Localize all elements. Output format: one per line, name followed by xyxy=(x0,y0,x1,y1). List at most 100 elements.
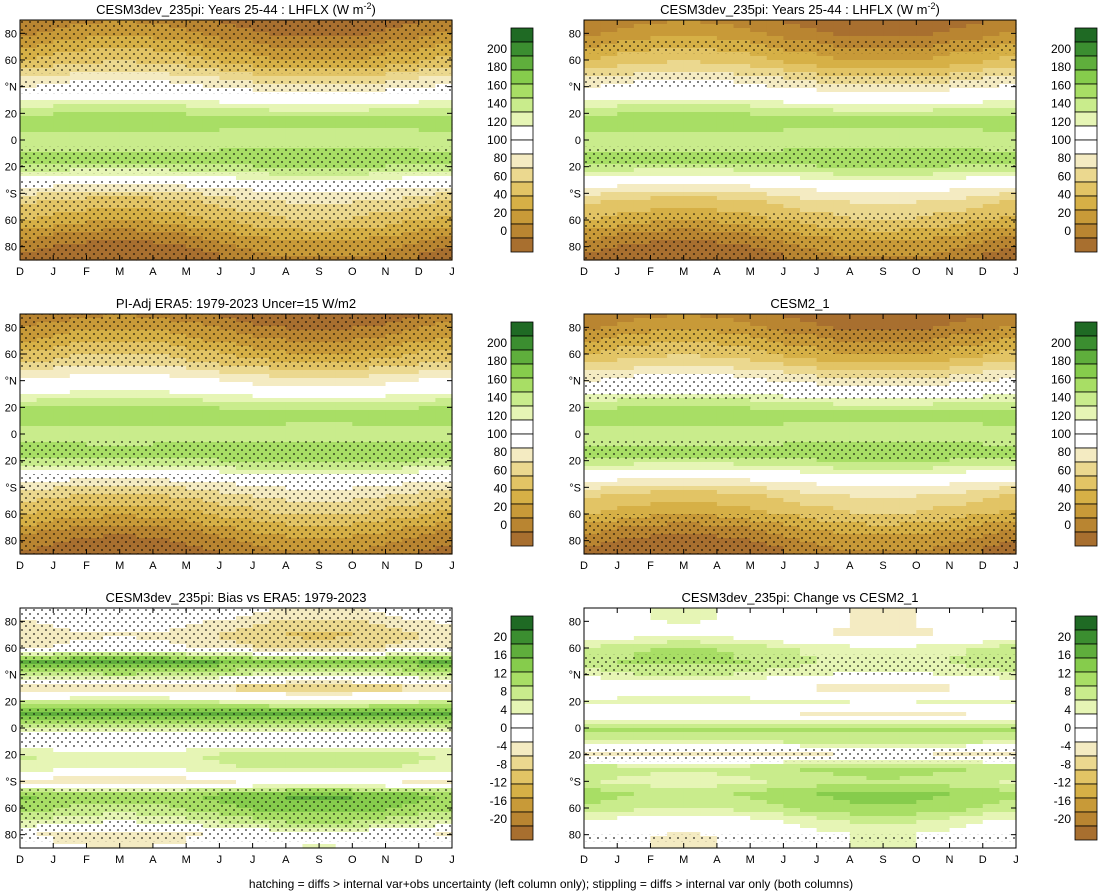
field-cell xyxy=(36,466,54,471)
field-cell xyxy=(600,32,618,37)
field-cell xyxy=(584,52,602,57)
field-cell xyxy=(733,32,751,37)
field-cell xyxy=(949,88,967,93)
field-cell xyxy=(849,92,868,97)
field-cell xyxy=(750,120,768,125)
field-cell xyxy=(800,60,818,65)
field-cell xyxy=(219,136,237,141)
field-cell xyxy=(285,132,304,137)
field-cell xyxy=(783,180,801,185)
field-cell xyxy=(949,180,967,185)
field-cell xyxy=(236,414,254,419)
field-cell xyxy=(700,100,718,105)
field-cell xyxy=(269,426,287,431)
field-cell xyxy=(866,188,884,193)
field-cell xyxy=(319,434,337,439)
field-cell xyxy=(20,410,38,415)
field-cell xyxy=(335,104,353,109)
field-cell xyxy=(949,100,967,105)
field-cell xyxy=(86,438,104,443)
field-cell xyxy=(650,136,668,141)
field-cell xyxy=(418,92,436,97)
field-cell xyxy=(617,192,635,197)
field-cell xyxy=(252,132,270,137)
field-cell xyxy=(899,188,917,193)
field-cell xyxy=(219,370,237,375)
field-cell xyxy=(883,144,901,149)
field-cell xyxy=(169,390,187,395)
field-cell xyxy=(385,418,403,423)
field-cell xyxy=(285,140,304,145)
field-cell xyxy=(633,132,652,137)
field-cell xyxy=(36,394,54,399)
x-tick-label: D xyxy=(979,266,987,278)
field-cell xyxy=(866,140,884,145)
field-cell xyxy=(683,120,701,125)
field-cell xyxy=(418,104,436,109)
field-cell xyxy=(152,386,171,391)
field-cell xyxy=(53,136,71,141)
colorbar-swatch xyxy=(510,461,534,477)
field-cell xyxy=(683,88,701,93)
field-cell xyxy=(733,24,751,29)
field-cell xyxy=(733,184,751,189)
field-cell xyxy=(932,204,951,209)
field-cell xyxy=(20,438,38,443)
field-cell xyxy=(402,144,420,149)
field-cell xyxy=(69,382,88,387)
field-cell xyxy=(385,176,403,181)
field-cell xyxy=(219,96,237,101)
field-cell xyxy=(783,28,801,33)
field-cell xyxy=(949,20,967,25)
field-cell xyxy=(20,96,38,101)
field-cell xyxy=(136,172,154,177)
colorbar-swatch xyxy=(1074,27,1098,43)
field-cell xyxy=(269,96,287,101)
colorbar-tick-label: 200 xyxy=(487,336,507,350)
field-cell xyxy=(849,108,868,113)
field-cell xyxy=(816,24,834,29)
field-cell xyxy=(103,398,121,403)
y-tick-label: °S xyxy=(569,188,581,200)
field-cell xyxy=(352,72,370,77)
field-cell xyxy=(916,52,934,57)
field-cell xyxy=(169,374,187,379)
field-cell xyxy=(119,406,137,411)
field-cell xyxy=(716,120,735,125)
field-cell xyxy=(833,184,851,189)
field-cell xyxy=(285,438,304,443)
field-cell xyxy=(169,426,187,431)
field-cell xyxy=(683,136,701,141)
field-cell xyxy=(600,132,618,137)
field-cell xyxy=(932,52,951,57)
field-cell xyxy=(584,168,602,173)
field-cell xyxy=(103,76,121,81)
field-cell xyxy=(766,112,784,117)
field-cell xyxy=(982,124,1000,129)
field-cell xyxy=(650,20,668,25)
field-cell xyxy=(136,402,154,407)
field-cell xyxy=(866,180,884,185)
field-cell xyxy=(319,394,337,399)
colorbar-tick-label: 100 xyxy=(487,427,507,441)
field-cell xyxy=(833,176,851,181)
field-cell xyxy=(435,398,453,403)
field-cell xyxy=(136,92,154,97)
panel-title: PI-Adj ERA5: 1979-2023 Uncer=15 W/m2 xyxy=(116,296,356,311)
field-cell xyxy=(69,422,88,427)
field-cell xyxy=(683,108,701,113)
field-cell xyxy=(700,132,718,137)
field-cell xyxy=(916,120,934,125)
field-cell xyxy=(136,176,154,181)
field-cell xyxy=(766,56,784,61)
field-cell xyxy=(999,188,1017,193)
field-cell xyxy=(86,470,104,475)
field-cell xyxy=(849,180,868,185)
field-cell xyxy=(650,144,668,149)
field-cell xyxy=(849,192,868,197)
field-cell xyxy=(899,116,917,121)
field-cell xyxy=(600,104,618,109)
field-cell xyxy=(269,132,287,137)
field-cell xyxy=(800,204,818,209)
